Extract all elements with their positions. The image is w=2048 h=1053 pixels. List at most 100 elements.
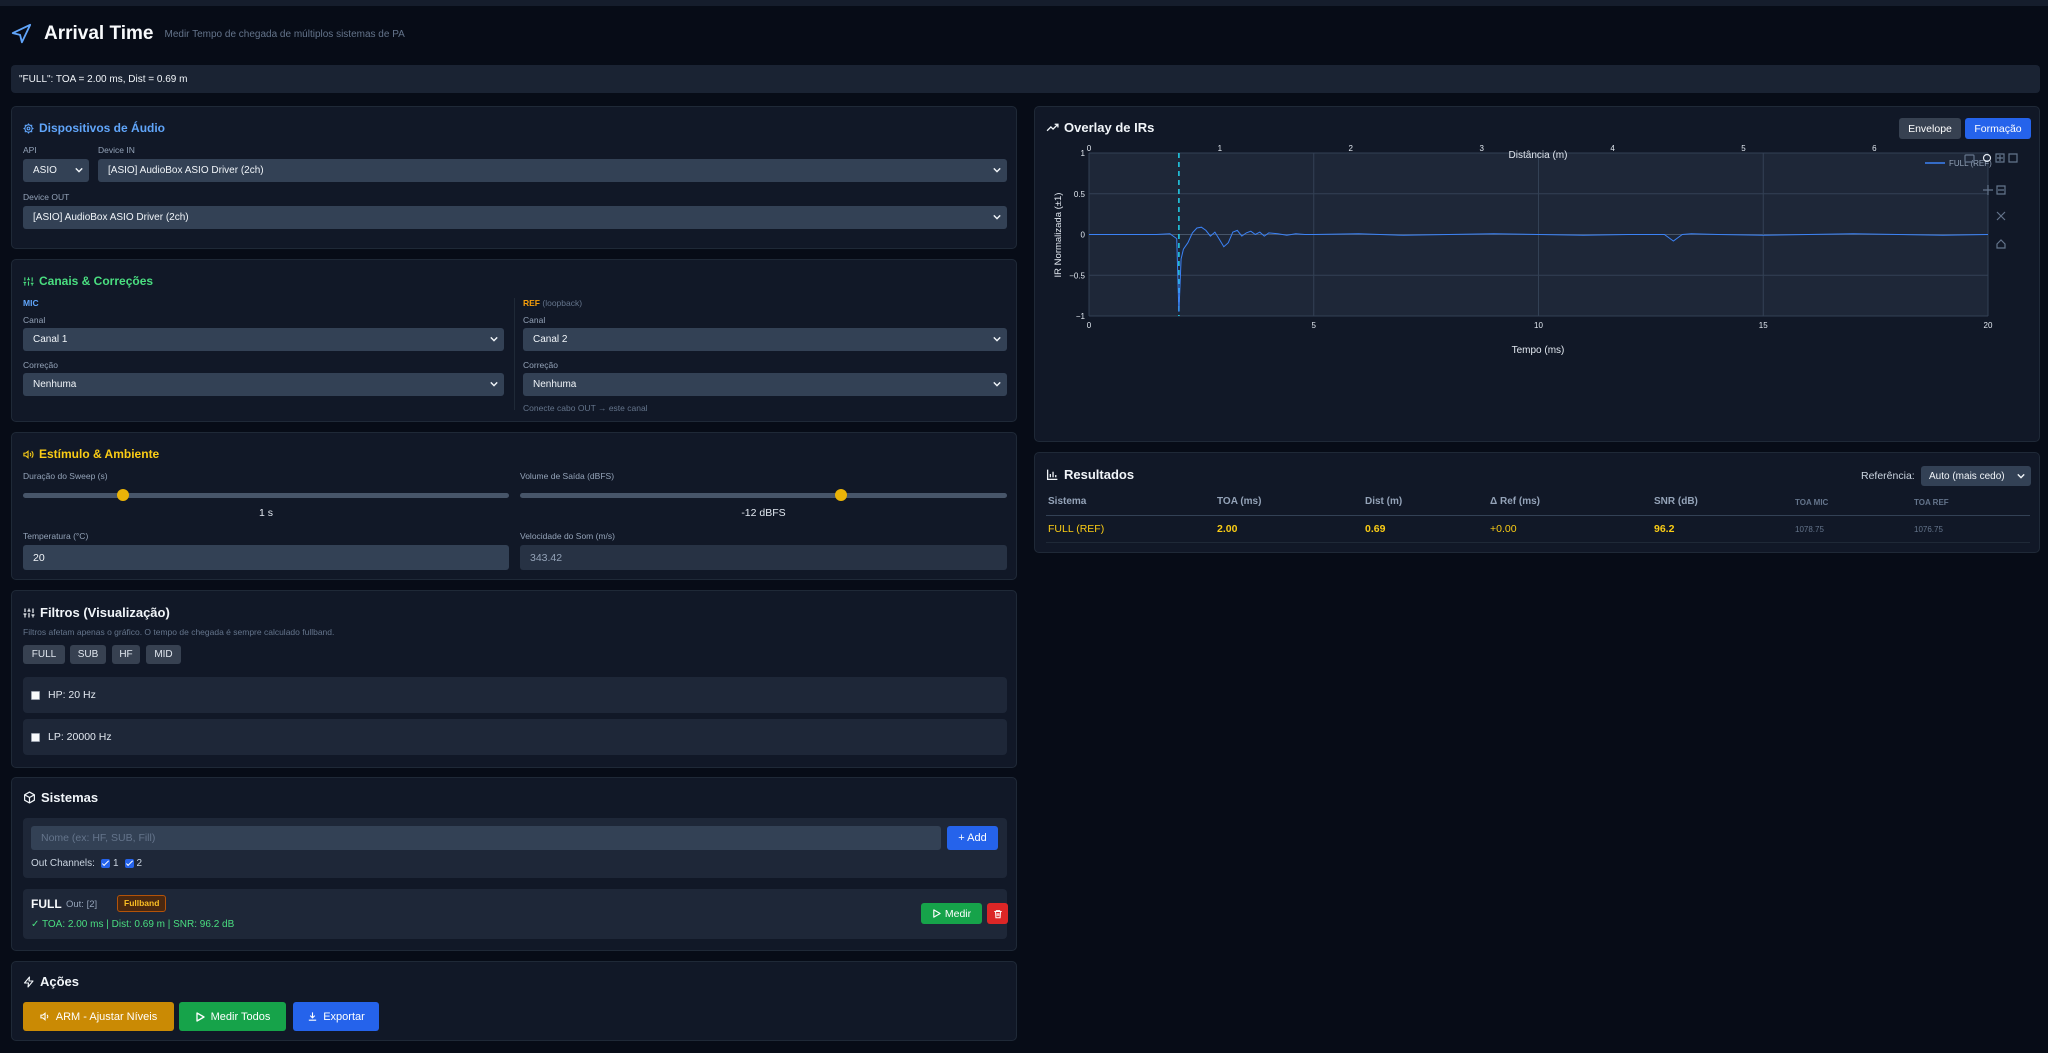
y-axis-title: IR Normalizada (±1)	[1053, 193, 1064, 278]
volume-slider-thumb[interactable]	[835, 489, 848, 501]
page-subtitle: Medir Tempo de chegada de múltiplos sist…	[164, 28, 405, 40]
system-item-out: Out: [2]	[66, 899, 98, 910]
ref-correcao-select[interactable]: Nenhuma	[523, 373, 1007, 396]
col-header-toa-mic: TOA MIC	[1795, 498, 1829, 507]
chevron-down-icon	[993, 381, 1001, 387]
out-channel-2-checkbox[interactable]	[124, 859, 134, 868]
y-tick-label: 0	[1081, 231, 1086, 240]
measure-all-button[interactable]: Medir Todos	[179, 1002, 286, 1031]
col-header-toa: TOA (ms)	[1217, 496, 1262, 507]
device-out-select[interactable]: [ASIO] AudioBox ASIO Driver (2ch)	[23, 206, 1007, 229]
chevron-down-icon	[490, 336, 498, 342]
x2-tick-label: 3	[1479, 144, 1484, 153]
system-item-name: FULL	[31, 897, 62, 911]
y-tick-label: 1	[1081, 149, 1086, 158]
channel-divider	[514, 298, 515, 410]
x-tick-label: 15	[1759, 321, 1768, 330]
pan-icon[interactable]	[1983, 185, 1993, 195]
volume-label: Volume de Saída (dBFS)	[520, 471, 615, 481]
mic-canal-select[interactable]: Canal 1	[23, 328, 504, 351]
sweep-slider[interactable]	[23, 493, 509, 498]
reset-axes-icon[interactable]	[1996, 211, 2006, 221]
chevron-down-icon	[490, 381, 498, 387]
api-select[interactable]: ASIO	[23, 159, 89, 182]
delete-system-button[interactable]	[987, 903, 1008, 924]
add-system-button[interactable]: + Add	[947, 826, 998, 850]
play-icon	[195, 1011, 205, 1022]
gear-icon	[23, 122, 34, 134]
mic-heading: MIC	[23, 298, 39, 308]
temperature-input[interactable]: 20	[23, 545, 509, 570]
filter-preset-mid[interactable]: MID	[146, 645, 181, 664]
filter-preset-sub[interactable]: SUB	[70, 645, 106, 664]
overlay-title: Overlay de IRs	[1046, 120, 1154, 135]
table-header-divider	[1046, 515, 2030, 516]
cell-dist: 0.69	[1365, 523, 1386, 535]
sweep-label: Duração do Sweep (s)	[23, 471, 108, 481]
x2-ticks: 0 1 2 3 4 5 6	[1087, 144, 1877, 153]
zoom-icon[interactable]	[1982, 153, 1992, 163]
arm-adjust-levels-button[interactable]: ARM - Ajustar Níveis	[23, 1002, 174, 1031]
sweep-slider-thumb[interactable]	[116, 489, 129, 501]
ref-canal-select[interactable]: Canal 2	[523, 328, 1007, 351]
zoom-in-icon[interactable]	[1995, 153, 2005, 163]
actions-card: Ações ARM - Ajustar Níveis Medir Todos E…	[11, 961, 1017, 1041]
home-icon[interactable]	[1996, 239, 2006, 249]
trash-icon	[993, 909, 1002, 918]
x2-axis-title: Distância (m)	[1509, 150, 1568, 161]
cell-delta-ref: +0.00	[1490, 523, 1517, 535]
status-bar: "FULL": TOA = 2.00 ms, Dist = 0.69 m	[11, 65, 2040, 93]
export-button[interactable]: Exportar	[293, 1002, 379, 1031]
highpass-label: HP: 20 Hz	[48, 689, 96, 701]
device-in-select[interactable]: [ASIO] AudioBox ASIO Driver (2ch)	[98, 159, 1007, 182]
envelope-button[interactable]: Envelope	[1899, 118, 1961, 139]
highpass-filter-row[interactable]: HP: 20 Hz	[23, 677, 1007, 713]
cell-sistema: FULL (REF)	[1048, 523, 1105, 535]
system-name-input[interactable]: Nome (ex: HF, SUB, Fill)	[31, 826, 941, 850]
x2-tick-label: 6	[1872, 144, 1877, 153]
chevron-down-icon	[993, 214, 1001, 220]
sound-speed-label: Velocidade do Som (m/s)	[520, 531, 615, 541]
out-channels-row: Out Channels: 1 2	[31, 858, 143, 869]
legend: FULL (REF)	[1925, 159, 1992, 168]
measure-system-button[interactable]: Medir	[921, 903, 982, 924]
audio-devices-card: Dispositivos de Áudio API ASIO Device IN…	[11, 106, 1017, 249]
filters-card: Filtros (Visualização) Filtros afetam ap…	[11, 590, 1017, 768]
y-tick-label: 0.5	[1074, 190, 1086, 199]
stimulus-title: Estímulo & Ambiente	[23, 447, 159, 461]
volume-slider[interactable]	[520, 493, 1007, 498]
lowpass-label: LP: 20000 Hz	[48, 731, 112, 743]
lowpass-filter-row[interactable]: LP: 20000 Hz	[23, 719, 1007, 755]
formation-button[interactable]: Formação	[1965, 118, 2031, 139]
ref-correcao-label: Correção	[523, 360, 558, 370]
x-tick-label: 10	[1534, 321, 1543, 330]
col-header-dist: Dist (m)	[1365, 496, 1403, 507]
cube-icon	[24, 791, 35, 804]
filters-title: Filtros (Visualização)	[23, 605, 170, 620]
camera-icon[interactable]	[1964, 154, 1975, 163]
cell-toa: 2.00	[1217, 523, 1238, 535]
mic-correcao-select[interactable]: Nenhuma	[23, 373, 504, 396]
lowpass-checkbox[interactable]	[31, 732, 40, 742]
filter-preset-full[interactable]: FULL	[23, 645, 65, 664]
stimulus-card: Estímulo & Ambiente Duração do Sweep (s)…	[11, 432, 1017, 580]
highpass-checkbox[interactable]	[31, 690, 40, 700]
cell-toa-ref: 1076.75	[1914, 525, 1943, 534]
status-text: "FULL": TOA = 2.00 ms, Dist = 0.69 m	[19, 73, 188, 85]
x2-tick-label: 4	[1610, 144, 1615, 153]
sound-speed-field: 343.42	[520, 545, 1007, 570]
autoscale-icon[interactable]	[2008, 153, 2018, 163]
channels-title: Canais & Correções	[23, 274, 153, 288]
x2-tick-label: 0	[1087, 144, 1092, 153]
y-tick-label: −0.5	[1069, 271, 1085, 280]
out-channel-1-checkbox[interactable]	[100, 859, 110, 868]
filter-preset-hf[interactable]: HF	[112, 645, 140, 664]
device-out-label: Device OUT	[23, 192, 70, 202]
systems-card: Sistemas Nome (ex: HF, SUB, Fill) + Add …	[11, 777, 1017, 951]
sliders-icon	[23, 608, 35, 617]
zoom-out-icon[interactable]	[1996, 185, 2006, 195]
reference-select[interactable]: Auto (mais cedo)	[1921, 466, 2031, 486]
lightning-icon	[23, 975, 34, 988]
ref-hint: Conecte cabo OUT → este canal	[523, 403, 648, 413]
